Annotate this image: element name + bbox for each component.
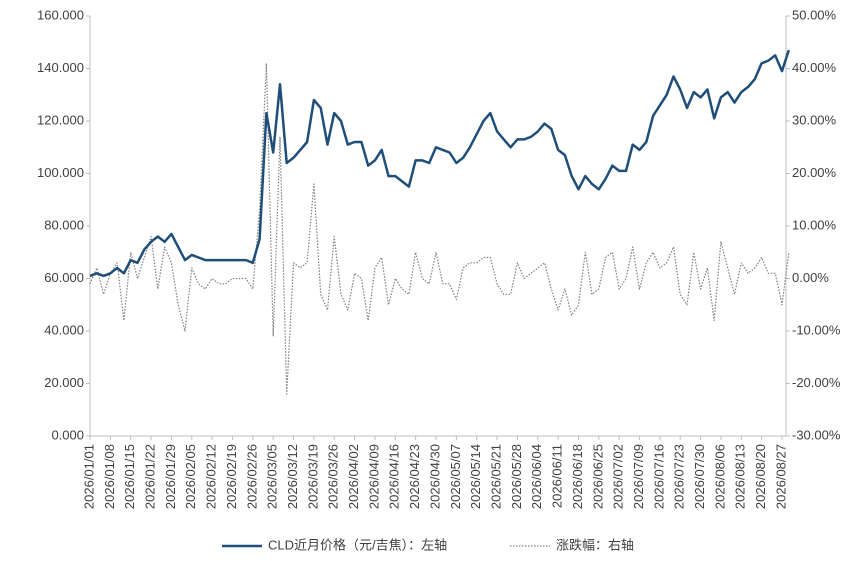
x-tick-label: 2026/04/23 xyxy=(407,444,422,509)
x-tick-label: 2026/01/01 xyxy=(81,444,96,509)
x-tick-label: 2026/02/26 xyxy=(244,444,259,509)
legend-label: CLD近月价格（元/吉焦）：左轴 xyxy=(268,537,447,552)
x-tick-label: 2026/07/30 xyxy=(692,444,707,509)
x-tick-label: 2026/06/04 xyxy=(529,444,544,509)
y-tick-label: 40.000 xyxy=(44,322,84,337)
x-tick-label: 2026/04/30 xyxy=(427,444,442,509)
y2-tick-label: 40.00% xyxy=(792,60,837,75)
y2-tick-label: -30.00% xyxy=(792,427,841,442)
x-tick-label: 2026/07/16 xyxy=(651,444,666,509)
y-tick-label: 80.000 xyxy=(44,217,84,232)
x-tick-label: 2026/02/05 xyxy=(183,444,198,509)
x-tick-label: 2026/01/15 xyxy=(122,444,137,509)
y-tick-label: 20.000 xyxy=(44,375,84,390)
y2-tick-label: 30.00% xyxy=(792,112,837,127)
x-tick-label: 2026/06/25 xyxy=(590,444,605,509)
x-tick-label: 2026/08/13 xyxy=(733,444,748,509)
y2-tick-label: 0.00% xyxy=(792,270,829,285)
y2-tick-label: -10.00% xyxy=(792,322,841,337)
series-line xyxy=(89,49,790,278)
x-tick-label: 2026/08/27 xyxy=(773,444,788,509)
x-tick-label: 2026/01/29 xyxy=(163,444,178,509)
x-tick-label: 2026/03/05 xyxy=(265,444,280,509)
y-tick-label: 0.000 xyxy=(51,427,84,442)
y2-tick-label: 50.00% xyxy=(792,7,837,22)
y-tick-label: 120.000 xyxy=(37,112,84,127)
y-tick-label: 100.000 xyxy=(37,165,84,180)
x-tick-label: 2026/03/19 xyxy=(305,444,320,509)
x-tick-label: 2026/08/06 xyxy=(712,444,727,509)
x-tick-label: 2026/03/26 xyxy=(326,444,341,509)
x-tick-label: 2026/01/22 xyxy=(142,444,157,509)
x-tick-label: 2026/05/28 xyxy=(509,444,524,509)
x-tick-label: 2026/04/02 xyxy=(346,444,361,509)
x-tick-label: 2026/06/18 xyxy=(570,444,585,509)
legend-label: 涨跌幅：右轴 xyxy=(556,537,634,552)
x-tick-label: 2026/04/09 xyxy=(366,444,381,509)
x-tick-label: 2026/06/11 xyxy=(550,444,565,508)
y2-tick-label: 20.00% xyxy=(792,165,837,180)
y-tick-label: 60.000 xyxy=(44,270,84,285)
y2-tick-label: 10.00% xyxy=(792,217,837,232)
y2-tick-label: -20.00% xyxy=(792,375,841,390)
x-tick-label: 2026/07/09 xyxy=(631,444,646,509)
x-tick-label: 2026/05/21 xyxy=(488,444,503,509)
x-tick-label: 2026/07/23 xyxy=(672,444,687,509)
x-tick-label: 2026/02/19 xyxy=(224,444,239,509)
x-tick-label: 2026/08/20 xyxy=(753,444,768,509)
x-tick-label: 2026/02/12 xyxy=(204,444,219,509)
series-line xyxy=(89,62,790,395)
x-tick-label: 2026/05/14 xyxy=(468,444,483,509)
x-tick-label: 2026/03/12 xyxy=(285,444,300,509)
x-tick-label: 2026/05/07 xyxy=(448,444,463,509)
y-tick-label: 160.000 xyxy=(37,7,84,22)
x-tick-label: 2026/01/08 xyxy=(102,444,117,509)
x-tick-label: 2026/04/16 xyxy=(387,444,402,509)
y-tick-label: 140.000 xyxy=(37,60,84,75)
x-tick-label: 2026/07/02 xyxy=(611,444,626,509)
